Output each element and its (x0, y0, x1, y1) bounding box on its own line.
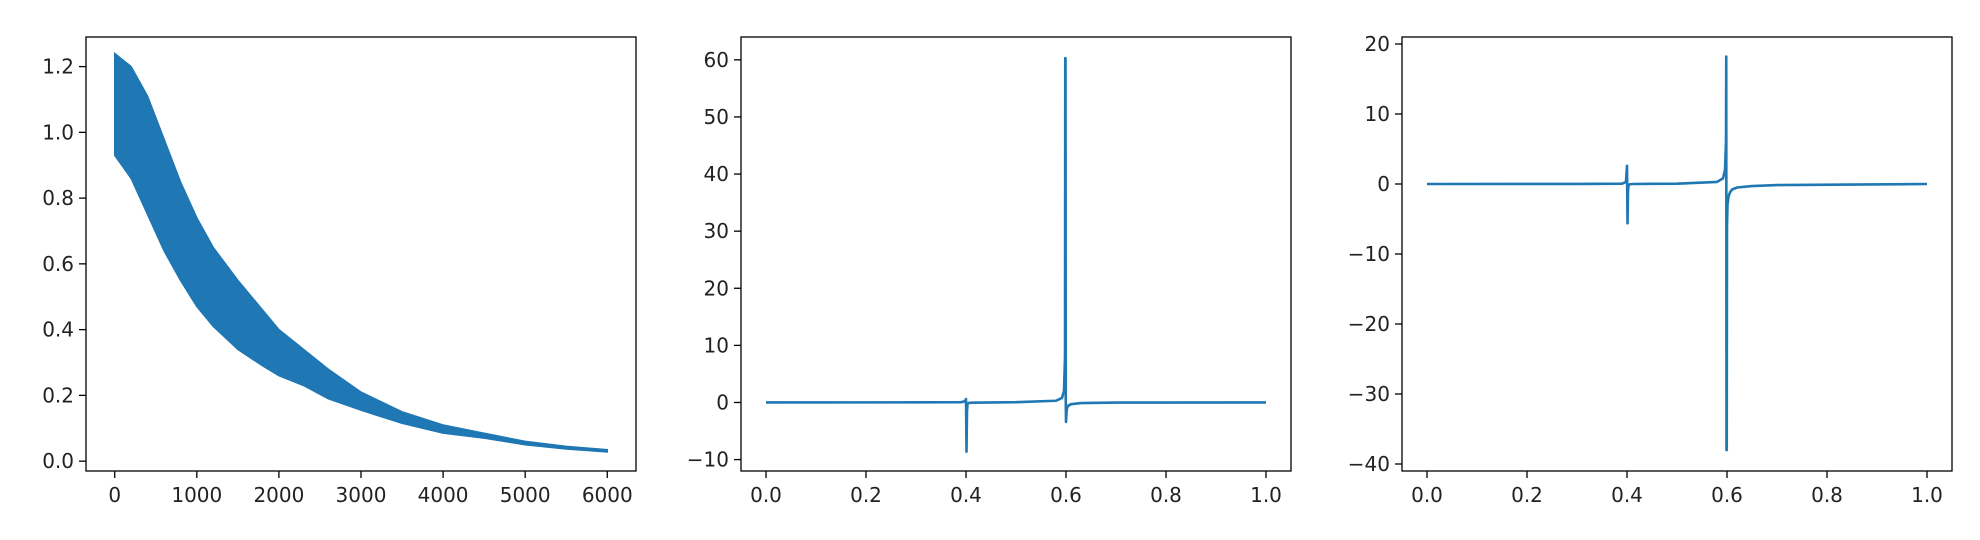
axes-frame (740, 36, 1292, 472)
x-tick-label: 0.4 (1611, 483, 1643, 507)
y-tick-label: 20 (704, 276, 729, 300)
y-tick-label: 0.6 (42, 252, 74, 276)
x-tick-label: 0.6 (1711, 483, 1743, 507)
y-tick-label: 0.4 (42, 318, 74, 342)
series-line (765, 56, 1267, 453)
y-tick-label: −10 (687, 448, 729, 472)
x-tick-label: 0.8 (1811, 483, 1843, 507)
x-tick-label: 6000 (582, 483, 633, 507)
x-tick-label: 0.4 (950, 483, 982, 507)
y-tick-label: 20 (1365, 32, 1390, 56)
y-tick-label: 50 (704, 105, 729, 129)
y-tick-label: 1.0 (42, 120, 74, 144)
x-tick-label: 1.0 (1911, 483, 1943, 507)
y-tick-label: −40 (1348, 452, 1390, 476)
y-tick-label: 10 (704, 333, 729, 357)
x-tick-label: 1000 (171, 483, 222, 507)
x-tick-label: 0.0 (750, 483, 782, 507)
x-tick-label: 2000 (253, 483, 304, 507)
axes-frame (1401, 36, 1953, 472)
subplot-middle-spike-curve: 0.0 0.2 0.4 0.6 0.8 1.0 −10 0 10 20 30 40 50 60 (687, 36, 1292, 507)
x-tick-label: 5000 (500, 483, 551, 507)
series-band (113, 51, 609, 453)
x-tick-label: 0.8 (1150, 483, 1182, 507)
x-tick-label: 0.2 (850, 483, 882, 507)
x-tick-label: 0.6 (1050, 483, 1082, 507)
subplot-left-band-decay: 0 1000 2000 3000 4000 5000 6000 0.0 0.2 0.4 0.6 0.8… (42, 36, 637, 507)
x-tick-label: 3000 (336, 483, 387, 507)
y-tick-label: 30 (704, 219, 729, 243)
y-tick-label: −30 (1348, 382, 1390, 406)
y-tick-label: 10 (1365, 102, 1390, 126)
y-tick-label: 60 (704, 48, 729, 72)
series-line (1426, 55, 1928, 452)
y-tick-label: −10 (1348, 242, 1390, 266)
y-tick-label: −20 (1348, 312, 1390, 336)
x-tick-label: 0.2 (1511, 483, 1543, 507)
x-tick-label: 0.0 (1411, 483, 1443, 507)
subplot-right-spike-curve: 0.0 0.2 0.4 0.6 0.8 1.0 −40 −30 −20 −10 0 10 20 (1348, 32, 1953, 507)
y-tick-label: 1.2 (42, 55, 74, 79)
x-tick-label: 0 (108, 483, 121, 507)
y-tick-label: 0 (716, 390, 729, 414)
y-tick-label: 0.2 (42, 383, 74, 407)
y-tick-label: 40 (704, 162, 729, 186)
x-tick-label: 4000 (418, 483, 469, 507)
y-tick-label: 0 (1377, 172, 1390, 196)
y-tick-label: 0.8 (42, 186, 74, 210)
x-tick-label: 1.0 (1250, 483, 1282, 507)
y-tick-label: 0.0 (42, 449, 74, 473)
